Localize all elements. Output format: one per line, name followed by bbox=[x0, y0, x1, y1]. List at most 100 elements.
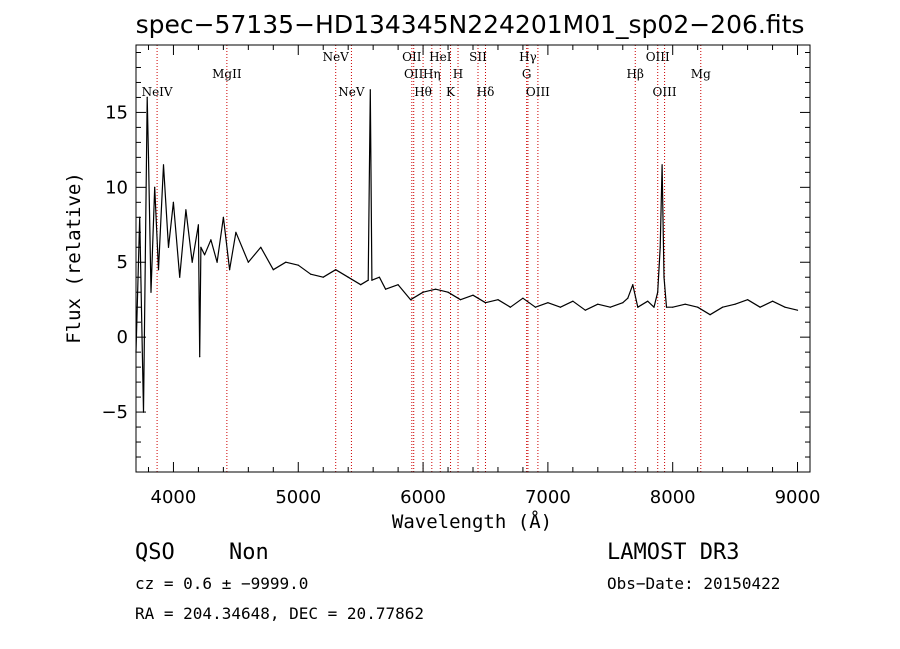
spectrum-point bbox=[157, 269, 160, 271]
spectrum-point bbox=[147, 156, 150, 158]
spectrum-point bbox=[199, 356, 201, 358]
emission-line-label: Hη bbox=[423, 67, 441, 81]
y-tick-label: 15 bbox=[105, 102, 128, 123]
plot-frame bbox=[135, 44, 811, 473]
spectrum-point bbox=[684, 303, 686, 305]
emission-line-label: HeI bbox=[429, 50, 452, 64]
spectrum-point bbox=[150, 291, 152, 293]
spectrum-point bbox=[627, 297, 629, 299]
emission-line-label: H bbox=[453, 67, 463, 81]
x-tick-label: 9000 bbox=[775, 487, 821, 508]
emission-line-label: OIII bbox=[526, 85, 550, 99]
spectrum-point bbox=[260, 246, 262, 248]
spectrum-point bbox=[547, 302, 549, 304]
emission-line-label: NeV bbox=[338, 85, 365, 99]
spectrum-point bbox=[647, 300, 649, 302]
spectrum-point bbox=[285, 261, 287, 263]
emission-line-label: Hδ bbox=[477, 85, 495, 99]
spectrum-point bbox=[247, 261, 249, 263]
emission-line-label: NeV bbox=[323, 50, 350, 64]
spectrum-point bbox=[447, 291, 449, 293]
emission-line-label: Hθ bbox=[414, 85, 432, 99]
y-tick-label: 10 bbox=[105, 177, 128, 198]
spectrum-point bbox=[146, 96, 148, 98]
y-tick-label: 5 bbox=[117, 252, 128, 273]
spectrum-point bbox=[522, 297, 524, 299]
spectrum-point bbox=[347, 276, 349, 278]
spectrum-point bbox=[661, 164, 663, 166]
spectrum-point bbox=[722, 306, 724, 308]
spectrum-point bbox=[597, 303, 599, 305]
spectrum-point bbox=[784, 306, 786, 308]
spectrum-point bbox=[310, 273, 312, 275]
spectrum-point bbox=[672, 306, 674, 308]
spectrum-point bbox=[185, 209, 187, 211]
spectrum-point bbox=[663, 276, 665, 278]
emission-line-label: OII bbox=[404, 67, 424, 81]
object-class: QSO bbox=[135, 540, 175, 565]
spectrum-point bbox=[772, 300, 774, 302]
spectrum-point bbox=[229, 269, 231, 271]
y-tick-label: 0 bbox=[117, 327, 128, 348]
redshift-cz: cz = 0.6 ± −9999.0 bbox=[135, 574, 308, 593]
spectrum-point bbox=[759, 306, 761, 308]
spectrum-point bbox=[297, 264, 299, 266]
spectrum-point bbox=[697, 306, 699, 308]
spectrum-point bbox=[534, 306, 537, 308]
x-tick-label: 8000 bbox=[650, 487, 696, 508]
spectrum-point bbox=[796, 309, 799, 311]
spectrum-point bbox=[179, 276, 181, 278]
x-tick-label: 7000 bbox=[525, 487, 571, 508]
object-subclass: Non bbox=[229, 540, 269, 565]
spectrum-point bbox=[422, 291, 424, 293]
spectrum-point bbox=[637, 306, 639, 308]
axis-ticks: 4000 5000 6000 7000 8000 9000 −5 0 5 10 15 bbox=[101, 45, 820, 508]
spectrum-point bbox=[472, 294, 474, 296]
spectrum-point bbox=[371, 279, 373, 281]
spectrum-point bbox=[459, 299, 462, 301]
spectrum-point bbox=[653, 306, 655, 308]
spectrum-point bbox=[378, 276, 380, 278]
spectrum-point bbox=[210, 239, 212, 241]
spectrum-point bbox=[222, 216, 224, 218]
observation-date: Obs−Date: 20150422 bbox=[607, 574, 780, 593]
spectrum-point bbox=[191, 261, 193, 263]
spectrum-point bbox=[734, 303, 736, 305]
emission-line-label: SII bbox=[469, 50, 487, 64]
spectrum-point bbox=[154, 186, 156, 188]
emission-line-label: NeIV bbox=[142, 85, 173, 99]
spectrum-point bbox=[747, 299, 749, 301]
spectrum-point bbox=[235, 231, 237, 233]
spectrum-point bbox=[410, 299, 412, 301]
emission-line-label: OII bbox=[402, 50, 422, 64]
emission-line-label: MgII bbox=[212, 67, 242, 81]
x-axis-label: Wavelength (Å) bbox=[392, 510, 552, 533]
emission-line-labels: NeIV MgII NeV NeV OII OII Hθ Hη HeI KH SII Hδ G Hγ OII… bbox=[142, 50, 712, 99]
y-tick-label: −5 bbox=[101, 402, 128, 423]
emission-line-label: OIII bbox=[646, 50, 670, 64]
spectrum-point bbox=[167, 246, 170, 248]
spectrum-point bbox=[484, 302, 487, 304]
survey-name: LAMOST DR3 bbox=[607, 540, 739, 565]
spectrum-point bbox=[200, 246, 202, 248]
spectrum-point bbox=[497, 299, 499, 301]
spectrum-point bbox=[572, 300, 574, 302]
spectrum-point bbox=[216, 261, 218, 263]
x-tick-label: 6000 bbox=[400, 487, 446, 508]
plot-area bbox=[135, 89, 799, 413]
spectrum-point bbox=[272, 269, 274, 271]
coordinates: RA = 204.34648, DEC = 20.77862 bbox=[135, 604, 424, 623]
spectrum-point bbox=[509, 306, 511, 308]
spectrum-point bbox=[172, 201, 174, 203]
spectrum-point bbox=[559, 306, 562, 308]
spectrum-line bbox=[135, 89, 798, 413]
spectrum-point bbox=[162, 164, 165, 166]
emission-line-markers bbox=[156, 45, 702, 472]
emission-line-label: Hγ bbox=[519, 50, 537, 64]
spectrum-point bbox=[632, 284, 634, 286]
y-axis-label: Flux (relative) bbox=[63, 172, 85, 344]
spectrum-point bbox=[659, 246, 661, 248]
x-tick-label: 5000 bbox=[275, 487, 321, 508]
emission-line-label: OIII bbox=[653, 85, 677, 99]
